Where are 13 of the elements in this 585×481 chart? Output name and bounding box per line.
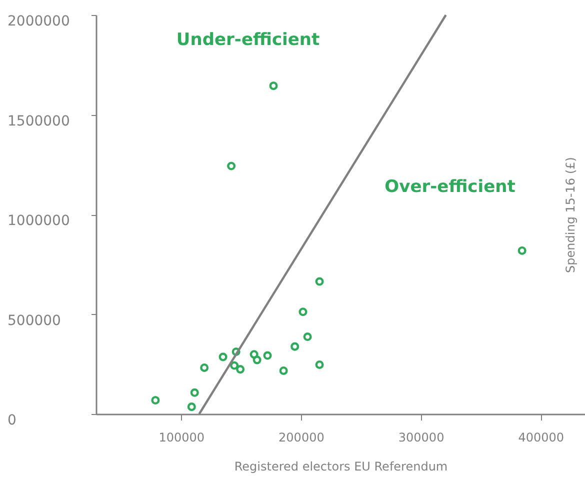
x-tick-label: 400000 xyxy=(518,430,564,444)
y-axis-title: Spending 15-16 (£) xyxy=(564,157,578,273)
x-tick-label: 300000 xyxy=(398,430,444,444)
annotation: Under-efficient xyxy=(176,30,320,50)
y-tick-label: 2000000 xyxy=(8,14,70,30)
x-axis-title: Registered electors EU Referendum xyxy=(234,460,448,474)
annotation: Over-efficient xyxy=(384,177,516,197)
y-tick-label: 1000000 xyxy=(8,213,70,229)
y-tick-label: 1500000 xyxy=(8,113,70,130)
x-tick-label: 100000 xyxy=(158,430,204,444)
y-tick-label: 0 xyxy=(8,412,16,428)
x-tick-label: 200000 xyxy=(278,430,324,444)
y-tick-label: 500000 xyxy=(8,312,61,329)
